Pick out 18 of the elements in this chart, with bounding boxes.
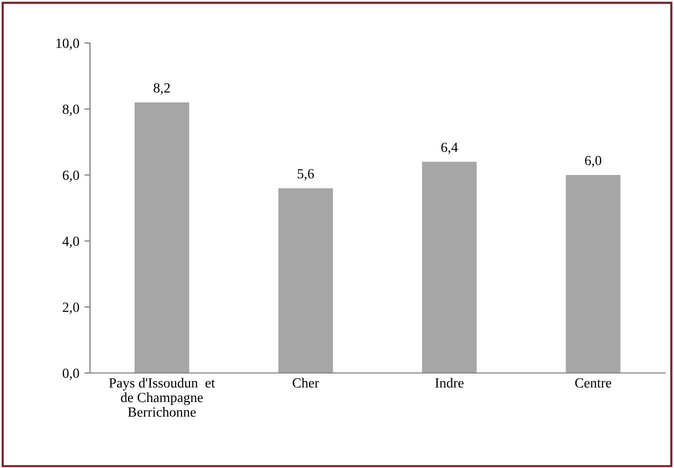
- x-tick-label: Cher: [292, 378, 319, 388]
- data-label: 5,6: [298, 169, 314, 180]
- bar: [566, 175, 620, 373]
- data-label: 6,0: [585, 156, 602, 168]
- x-tick-label: Indre: [435, 378, 464, 388]
- y-tick-label: 6,0: [62, 170, 80, 182]
- y-tick-label: 0,0: [62, 368, 80, 380]
- bar: [134, 102, 190, 373]
- bar: [422, 162, 477, 373]
- x-tick-label: Centre: [575, 378, 612, 388]
- data-label: 8,2: [154, 83, 170, 95]
- bar: [278, 188, 333, 373]
- y-tick-label: 10,0: [56, 38, 80, 50]
- y-tick-label: 2,0: [62, 302, 80, 314]
- y-tick-label: 8,0: [62, 104, 80, 116]
- y-tick-label: 4,0: [62, 236, 80, 248]
- x-tick-label: Pays d'Issoudun et de Champagne Berrichonne: [109, 378, 215, 417]
- data-label: 6,4: [441, 142, 458, 154]
